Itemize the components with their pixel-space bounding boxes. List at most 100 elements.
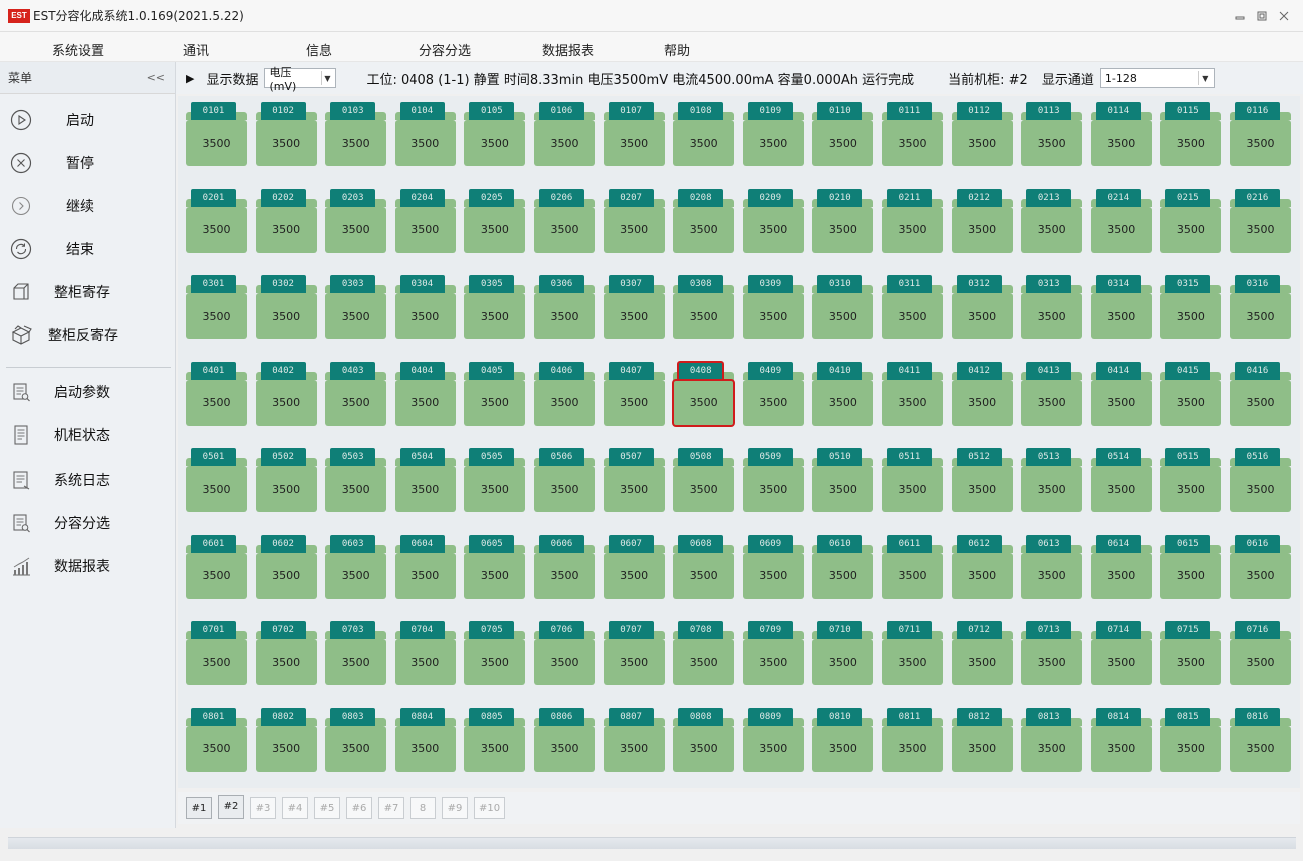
channel-cell[interactable]: 3500 0307 — [603, 271, 665, 340]
menu-data-report[interactable]: 数据报表 — [542, 44, 595, 59]
channel-cell[interactable]: 3500 0510 — [812, 444, 874, 513]
channel-cell[interactable]: 3500 0711 — [882, 617, 943, 686]
channel-cell[interactable]: 3500 0814 — [1090, 704, 1152, 773]
channel-cell[interactable]: 3500 0408 — [672, 358, 736, 427]
channel-cell[interactable]: 3500 0606 — [534, 531, 595, 600]
channel-cell[interactable]: 3500 0211 — [882, 185, 943, 254]
channel-cell[interactable]: 3500 0610 — [812, 531, 874, 600]
channel-cell[interactable]: 3500 0410 — [812, 358, 874, 427]
channel-cell[interactable]: 3500 0312 — [951, 271, 1013, 340]
channel-cell[interactable]: 3500 0504 — [394, 444, 456, 513]
channel-cell[interactable]: 3500 0213 — [1021, 185, 1083, 254]
channel-cell[interactable]: 3500 0114 — [1090, 98, 1152, 167]
channel-cell[interactable]: 3500 0105 — [464, 98, 526, 167]
channel-cell[interactable]: 3500 0616 — [1230, 531, 1291, 600]
channel-cell[interactable]: 3500 0502 — [255, 444, 317, 513]
channel-cell[interactable]: 3500 0809 — [742, 704, 804, 773]
channel-cell[interactable]: 3500 0602 — [255, 531, 317, 600]
sidebar-item-end[interactable]: 结束 — [0, 229, 175, 269]
channel-cell[interactable]: 3500 0101 — [186, 98, 247, 167]
channel-cell[interactable]: 3500 0615 — [1160, 531, 1222, 600]
channel-cell[interactable]: 3500 0402 — [255, 358, 317, 427]
cabinet-page-button[interactable]: #4 — [282, 797, 308, 819]
channel-cell[interactable]: 3500 0111 — [882, 98, 943, 167]
channel-cell[interactable]: 3500 0614 — [1090, 531, 1152, 600]
cabinet-page-button[interactable]: #5 — [314, 797, 340, 819]
channel-cell[interactable]: 3500 0201 — [186, 185, 247, 254]
menu-system-settings[interactable]: 系统设置 — [52, 44, 105, 59]
restore-icon[interactable] — [1251, 8, 1273, 24]
channel-cell[interactable]: 3500 0607 — [603, 531, 665, 600]
channel-cell[interactable]: 3500 0108 — [673, 98, 735, 167]
channel-cell[interactable]: 3500 0302 — [255, 271, 317, 340]
display-channel-select[interactable]: 1-128 ▼ — [1099, 68, 1215, 88]
channel-cell[interactable]: 3500 0202 — [255, 185, 317, 254]
sidebar-item-pause[interactable]: 暂停 — [0, 143, 175, 183]
channel-cell[interactable]: 3500 0601 — [186, 531, 247, 600]
cabinet-page-button[interactable]: #3 — [250, 797, 276, 819]
channel-cell[interactable]: 3500 0215 — [1160, 185, 1222, 254]
channel-cell[interactable]: 3500 0116 — [1230, 98, 1291, 167]
sidebar-item-system-log[interactable]: 系统日志 — [0, 460, 175, 500]
minimize-icon[interactable] — [1229, 8, 1251, 24]
channel-cell[interactable]: 3500 0405 — [464, 358, 526, 427]
channel-cell[interactable]: 3500 0110 — [812, 98, 874, 167]
channel-cell[interactable]: 3500 0807 — [603, 704, 665, 773]
sidebar-item-cabinet-store[interactable]: 整柜寄存 — [0, 272, 175, 312]
channel-cell[interactable]: 3500 0401 — [186, 358, 247, 427]
channel-cell[interactable]: 3500 0109 — [742, 98, 804, 167]
channel-cell[interactable]: 3500 0115 — [1160, 98, 1222, 167]
channel-cell[interactable]: 3500 0113 — [1021, 98, 1083, 167]
channel-cell[interactable]: 3500 0214 — [1090, 185, 1152, 254]
channel-cell[interactable]: 3500 0706 — [534, 617, 595, 686]
channel-cell[interactable]: 3500 0512 — [951, 444, 1013, 513]
channel-cell[interactable]: 3500 0702 — [255, 617, 317, 686]
cabinet-page-button[interactable]: #2 — [218, 794, 244, 819]
channel-cell[interactable]: 3500 0513 — [1021, 444, 1083, 513]
sidebar-item-start[interactable]: 启动 — [0, 100, 175, 140]
channel-cell[interactable]: 3500 0107 — [603, 98, 665, 167]
channel-cell[interactable]: 3500 0801 — [186, 704, 247, 773]
channel-cell[interactable]: 3500 0209 — [742, 185, 804, 254]
channel-cell[interactable]: 3500 0707 — [603, 617, 665, 686]
menu-capacity-sorting[interactable]: 分容分选 — [419, 44, 472, 59]
cabinet-page-button[interactable]: #7 — [378, 797, 404, 819]
channel-cell[interactable]: 3500 0611 — [882, 531, 943, 600]
channel-cell[interactable]: 3500 0605 — [464, 531, 526, 600]
channel-cell[interactable]: 3500 0709 — [742, 617, 804, 686]
menu-communication[interactable]: 通讯 — [183, 44, 210, 59]
channel-cell[interactable]: 3500 0813 — [1021, 704, 1083, 773]
channel-cell[interactable]: 3500 0609 — [742, 531, 804, 600]
channel-cell[interactable]: 3500 0416 — [1230, 358, 1291, 427]
channel-cell[interactable]: 3500 0305 — [464, 271, 526, 340]
channel-cell[interactable]: 3500 0604 — [394, 531, 456, 600]
channel-cell[interactable]: 3500 0106 — [534, 98, 595, 167]
channel-cell[interactable]: 3500 0112 — [951, 98, 1013, 167]
collapse-button[interactable]: << — [146, 71, 165, 84]
menu-help[interactable]: 帮助 — [664, 44, 691, 59]
channel-cell[interactable]: 3500 0507 — [603, 444, 665, 513]
channel-cell[interactable]: 3500 0508 — [673, 444, 735, 513]
channel-cell[interactable]: 3500 0404 — [394, 358, 456, 427]
channel-cell[interactable]: 3500 0315 — [1160, 271, 1222, 340]
channel-cell[interactable]: 3500 0515 — [1160, 444, 1222, 513]
channel-cell[interactable]: 3500 0505 — [464, 444, 526, 513]
channel-cell[interactable]: 3500 0812 — [951, 704, 1013, 773]
channel-cell[interactable]: 3500 0311 — [882, 271, 943, 340]
channel-cell[interactable]: 3500 0806 — [534, 704, 595, 773]
channel-cell[interactable]: 3500 0704 — [394, 617, 456, 686]
sidebar-item-data-report[interactable]: 数据报表 — [0, 546, 175, 586]
channel-cell[interactable]: 3500 0308 — [673, 271, 735, 340]
channel-cell[interactable]: 3500 0715 — [1160, 617, 1222, 686]
channel-cell[interactable]: 3500 0204 — [394, 185, 456, 254]
channel-cell[interactable]: 3500 0803 — [325, 704, 387, 773]
channel-cell[interactable]: 3500 0603 — [325, 531, 387, 600]
channel-cell[interactable]: 3500 0103 — [325, 98, 387, 167]
channel-cell[interactable]: 3500 0303 — [325, 271, 387, 340]
channel-cell[interactable]: 3500 0714 — [1090, 617, 1152, 686]
close-icon[interactable] — [1273, 8, 1295, 24]
channel-cell[interactable]: 3500 0701 — [186, 617, 247, 686]
play-arrow-icon[interactable]: ▶ — [186, 71, 195, 85]
sidebar-item-start-params[interactable]: 启动参数 — [0, 372, 175, 412]
channel-cell[interactable]: 3500 0703 — [325, 617, 387, 686]
